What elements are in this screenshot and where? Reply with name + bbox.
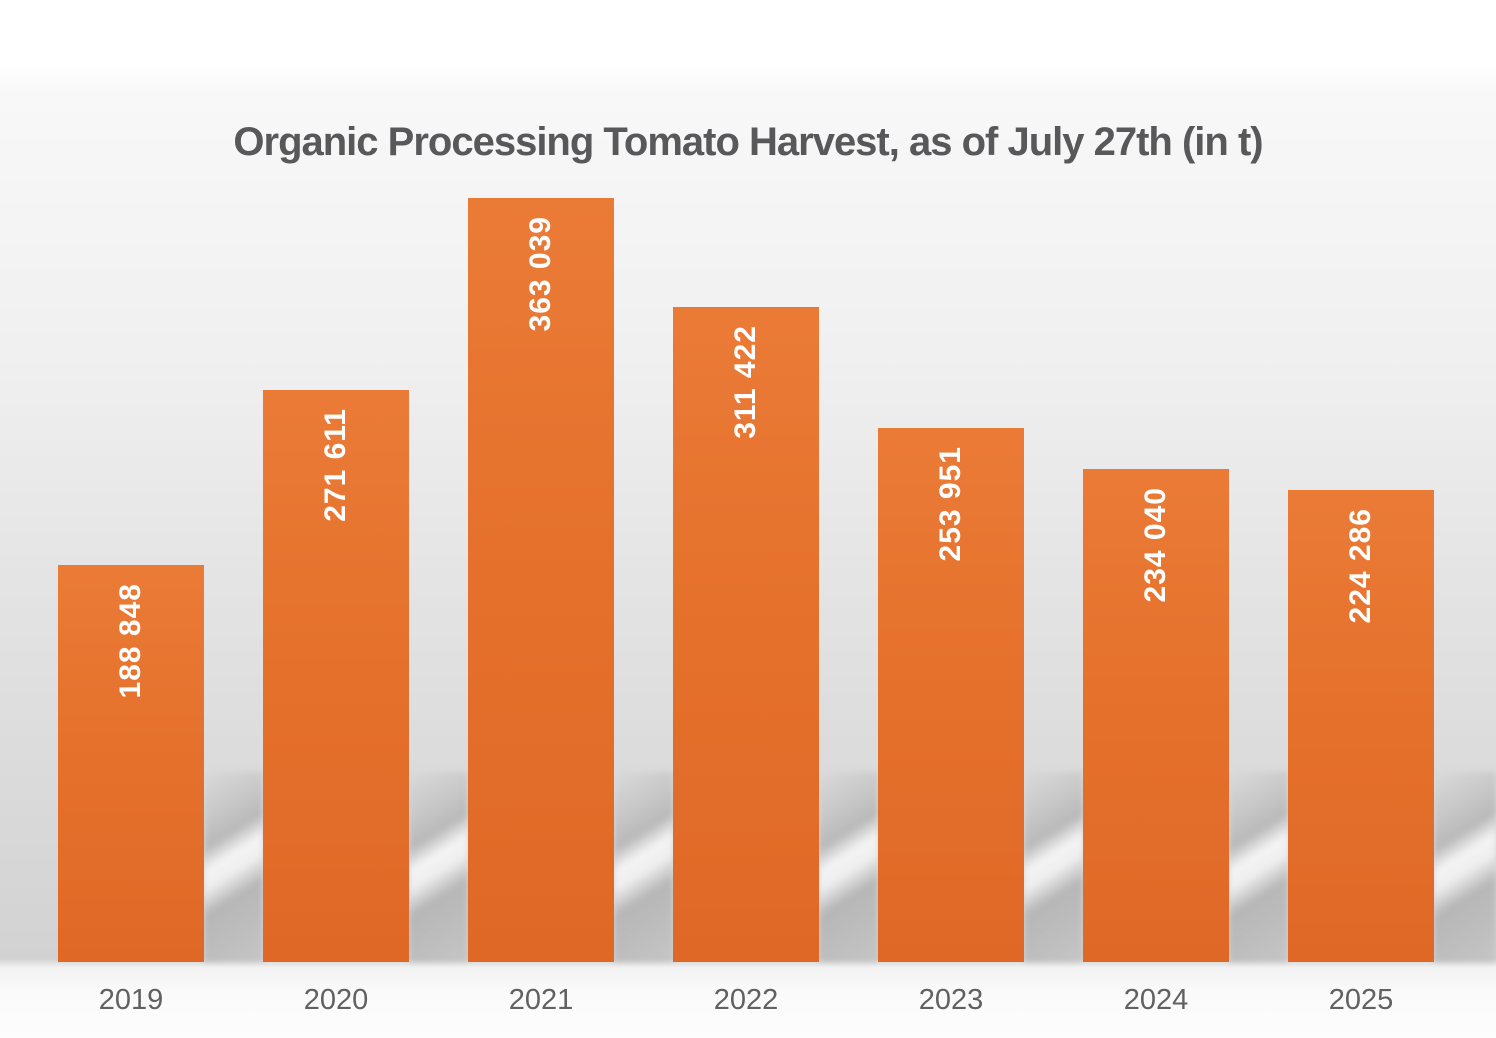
x-label-2019: 2019: [98, 984, 164, 1016]
value-label-2021: 363 039: [524, 216, 557, 332]
x-label-2025: 2025: [1328, 984, 1394, 1016]
bar-2022: 311 422: [673, 307, 819, 962]
value-label-2023: 253 951: [934, 446, 967, 562]
bar-2021: 363 039: [468, 198, 614, 962]
x-label-2022: 2022: [713, 984, 779, 1016]
x-label-2021: 2021: [508, 984, 574, 1016]
bar-2025: 224 286: [1288, 490, 1434, 962]
bar-2020: 271 611: [263, 390, 409, 962]
shadow-2021: [614, 772, 673, 962]
value-label-2020: 271 611: [319, 408, 352, 522]
x-label-2024: 2024: [1123, 984, 1189, 1016]
shadow-2020: [409, 772, 468, 962]
shadow-2025: [1434, 772, 1496, 962]
shadow-2022: [819, 772, 878, 962]
shadow-2023: [1024, 772, 1083, 962]
x-label-2023: 2023: [918, 984, 984, 1016]
value-label-2024: 234 040: [1139, 487, 1172, 603]
chart-title: Organic Processing Tomato Harvest, as of…: [233, 120, 1263, 164]
x-label-2020: 2020: [303, 984, 369, 1016]
value-label-2019: 188 848: [114, 583, 147, 699]
bar-2019: 188 848: [58, 565, 204, 962]
shadow-2024: [1229, 772, 1288, 962]
bar-2024: 234 040: [1083, 469, 1229, 962]
value-label-2022: 311 422: [729, 325, 762, 439]
shadow-2019: [204, 772, 263, 962]
value-label-2025: 224 286: [1344, 508, 1377, 624]
bar-2023: 253 951: [878, 428, 1024, 962]
